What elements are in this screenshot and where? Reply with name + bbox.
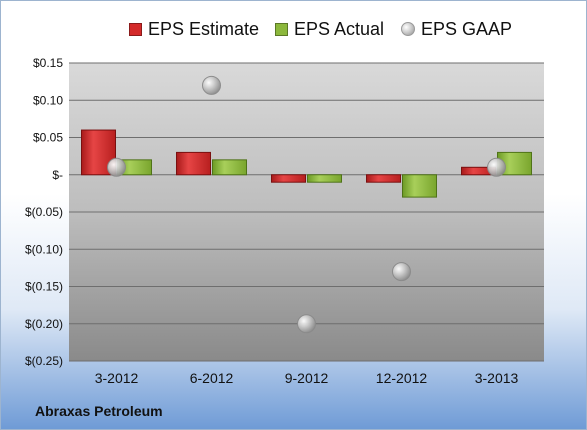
y-tick-label: $(0.10) — [25, 242, 63, 256]
legend-label-actual: EPS Actual — [294, 18, 385, 39]
point-eps-gaap — [107, 157, 126, 177]
bar-eps-actual — [212, 159, 247, 176]
x-tick-label: 6-2012 — [190, 370, 234, 386]
legend-swatch-estimate — [129, 22, 142, 36]
point-eps-gaap — [392, 262, 411, 282]
bar-eps-actual — [402, 174, 437, 198]
x-tick-label: 3-2012 — [95, 370, 139, 386]
legend-label-gaap: EPS GAAP — [421, 18, 513, 39]
y-axis-ticks: $0.15 $0.10 $0.05 $- $(0.05) $(0.10) $(0.15) $(… — [25, 56, 63, 368]
y-tick-label: $0.10 — [33, 93, 63, 107]
point-eps-gaap — [202, 75, 221, 95]
bar-eps-estimate — [366, 174, 401, 183]
legend-item-gaap: EPS GAAP — [401, 15, 512, 43]
x-tick-label: 9-2012 — [285, 370, 329, 386]
y-tick-label: $0.15 — [33, 56, 63, 70]
legend: EPS Estimate EPS Actual EPS GAAP — [1, 15, 586, 43]
legend-label-estimate: EPS Estimate — [148, 18, 260, 39]
x-axis-categories: 3-2012 6-2012 9-2012 12-2012 3-2013 — [95, 370, 519, 386]
y-tick-label: $(0.15) — [25, 280, 63, 294]
y-tick-label: $0.05 — [33, 131, 63, 145]
bar-eps-estimate — [176, 151, 211, 176]
y-tick-label: $(0.20) — [25, 317, 63, 331]
legend-item-actual: EPS Actual — [275, 15, 384, 43]
x-tick-label: 12-2012 — [376, 370, 428, 386]
legend-item-estimate: EPS Estimate — [129, 15, 259, 43]
bar-eps-actual — [307, 174, 342, 183]
y-tick-label: $(0.05) — [25, 205, 63, 219]
bar-eps-estimate — [271, 174, 306, 183]
gaap-points — [107, 75, 506, 334]
legend-marker-gaap — [401, 22, 415, 36]
point-eps-gaap — [297, 314, 316, 334]
point-eps-gaap — [487, 157, 506, 177]
legend-swatch-actual — [275, 22, 288, 36]
y-tick-label: $(0.25) — [25, 354, 63, 368]
y-tick-label: $- — [52, 168, 63, 182]
x-tick-label: 3-2013 — [475, 370, 519, 386]
company-name: Abraxas Petroleum — [35, 403, 163, 419]
